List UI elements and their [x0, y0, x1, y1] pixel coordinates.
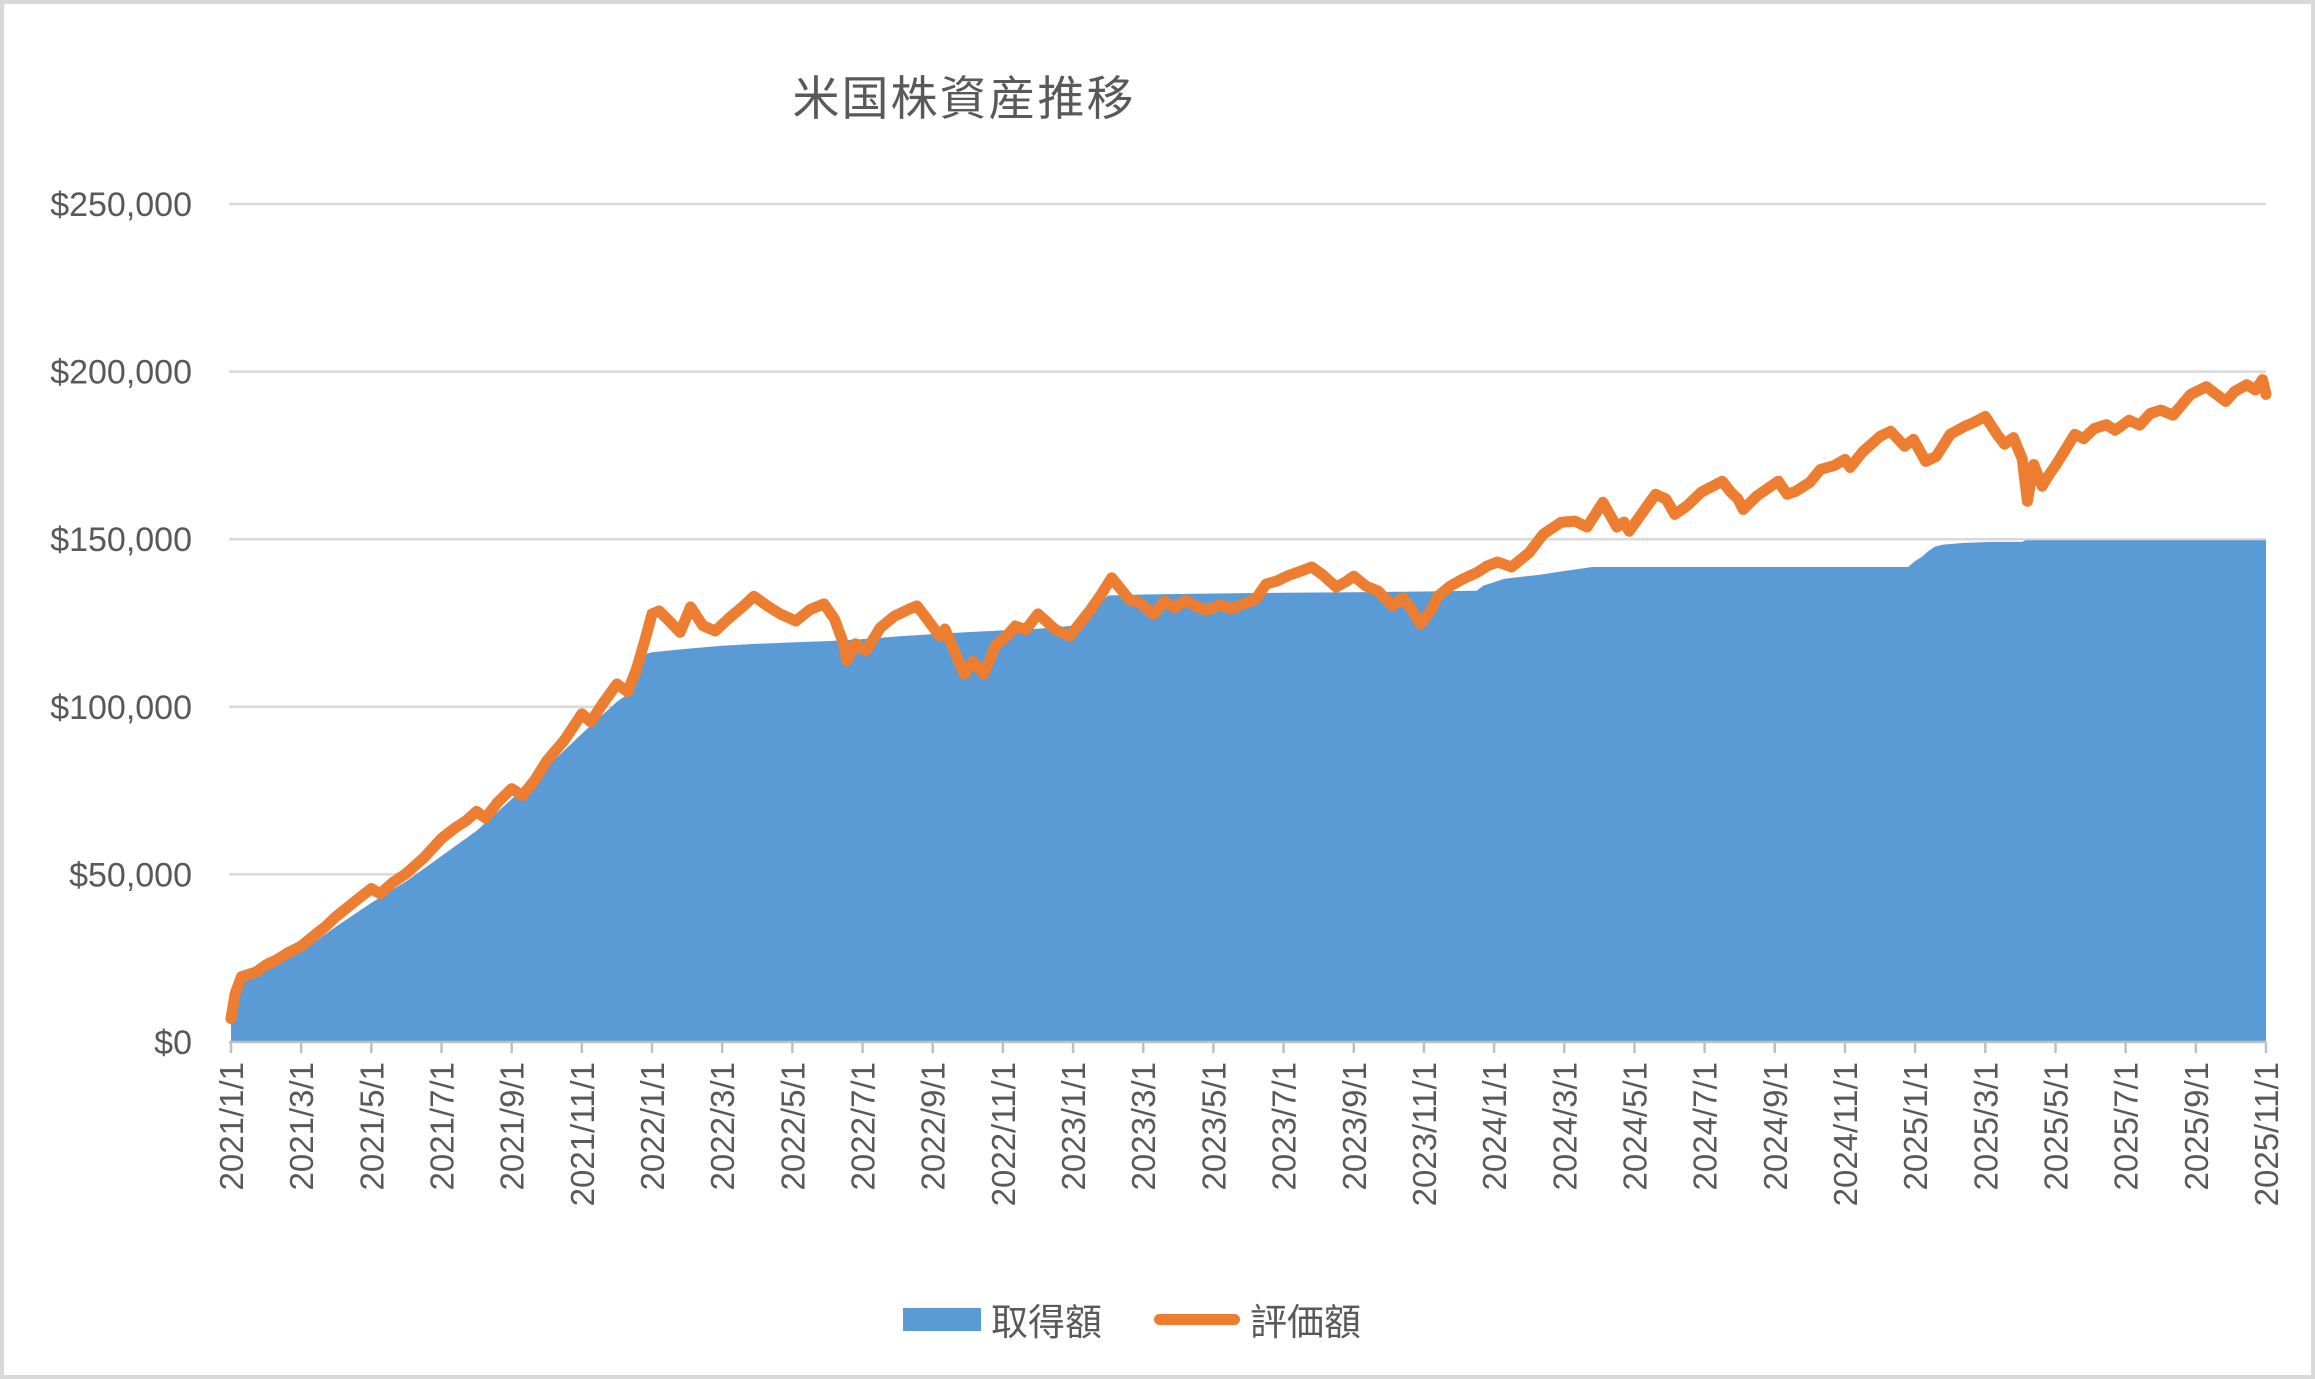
x-axis-label: 2023/9/1 — [1336, 1062, 1373, 1190]
x-axis-label: 2025/1/1 — [1897, 1062, 1934, 1190]
x-axis-label: 2023/11/1 — [1406, 1062, 1443, 1206]
legend-item-acquisition: 取得額 — [903, 1292, 1102, 1346]
x-axis-label: 2023/1/1 — [1055, 1062, 1092, 1190]
x-axis-label: 2022/5/1 — [774, 1062, 811, 1190]
legend-label-valuation: 評価額 — [1250, 1302, 1361, 1343]
x-axis-label: 2024/11/1 — [1827, 1062, 1864, 1206]
y-axis-label: $200,000 — [50, 354, 192, 392]
x-axis-label: 2022/11/1 — [985, 1062, 1022, 1206]
legend-line-swatch — [1154, 1313, 1240, 1325]
chart-title: 米国株資産推移 — [792, 72, 1136, 125]
x-axis-label: 2021/5/1 — [353, 1062, 390, 1190]
legend: 取得額 評価額 — [903, 1292, 1361, 1346]
x-axis-label: 2022/9/1 — [915, 1062, 952, 1190]
legend-area-swatch — [903, 1307, 981, 1331]
y-axis-label: $0 — [154, 1024, 192, 1062]
x-axis-label: 2024/3/1 — [1546, 1062, 1583, 1190]
x-axis-label: 2023/7/1 — [1266, 1062, 1303, 1190]
y-axis-label: $50,000 — [69, 856, 192, 894]
x-axis-label: 2024/1/1 — [1476, 1062, 1513, 1190]
x-axis-label: 2023/5/1 — [1195, 1062, 1232, 1190]
x-axis-label: 2021/11/1 — [564, 1062, 601, 1206]
y-axis-label: $100,000 — [50, 689, 192, 727]
x-axis-label: 2024/9/1 — [1757, 1062, 1794, 1190]
series-valuation-line — [225, 374, 2272, 1024]
x-axis-label: 2024/5/1 — [1616, 1062, 1653, 1190]
x-axis-label: 2021/1/1 — [213, 1062, 250, 1190]
y-axis-label: $250,000 — [50, 186, 192, 224]
x-axis-label: 2025/5/1 — [2037, 1062, 2074, 1190]
x-axis-label: 2021/7/1 — [424, 1062, 461, 1190]
x-axis-label: 2021/9/1 — [494, 1062, 531, 1190]
y-axis-label: $150,000 — [50, 521, 192, 559]
series-acquisition-area — [231, 540, 2266, 1042]
x-axis-label: 2025/11/1 — [2248, 1062, 2285, 1206]
x-axis-label: 2025/3/1 — [1967, 1062, 2004, 1190]
x-axis-label: 2022/7/1 — [845, 1062, 882, 1190]
x-axis-label: 2022/1/1 — [634, 1062, 671, 1190]
x-axis-label: 2023/3/1 — [1125, 1062, 1162, 1190]
x-axis-label: 2022/3/1 — [704, 1062, 741, 1190]
x-axis-label: 2025/7/1 — [2108, 1062, 2145, 1190]
legend-label-acquisition: 取得額 — [991, 1302, 1102, 1343]
x-axis-label: 2024/7/1 — [1687, 1062, 1724, 1190]
x-axis-label: 2025/9/1 — [2178, 1062, 2215, 1190]
plot-area: $0 $50,000 $100,000 $150,000 $200,000 $250,00… — [50, 186, 2285, 1206]
legend-item-valuation: 評価額 — [1154, 1292, 1361, 1346]
x-axis-label: 2021/3/1 — [283, 1062, 320, 1190]
